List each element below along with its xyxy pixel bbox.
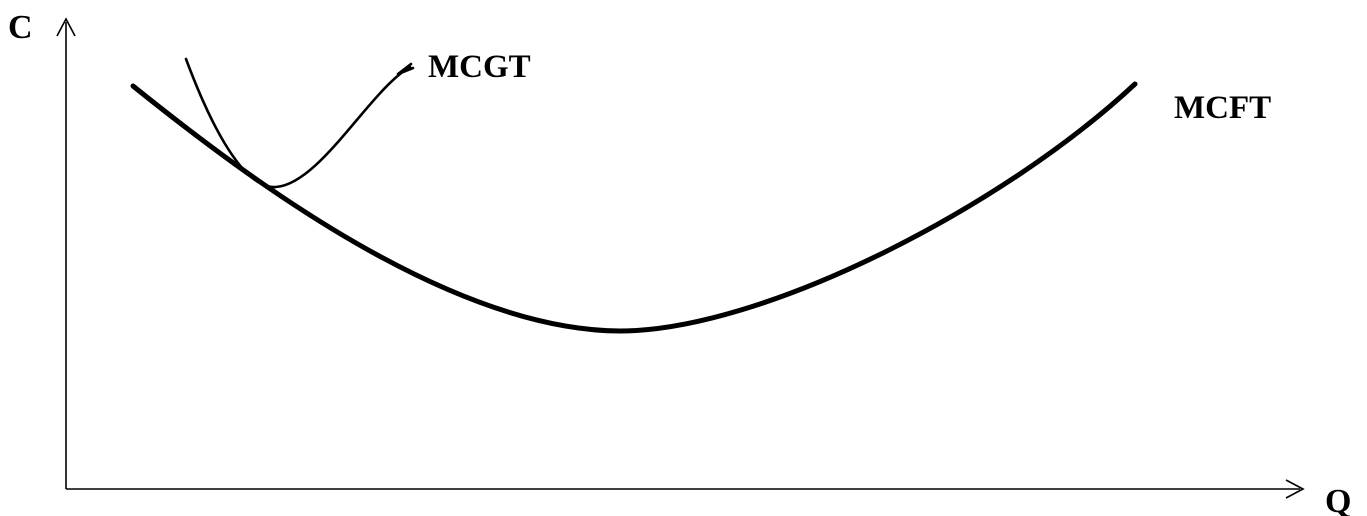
mcgt-curve-end-mark: [396, 62, 415, 76]
x-axis-arrow-icon: [1285, 479, 1305, 499]
y-axis: C: [8, 9, 76, 489]
mcgt-label: MCGT: [428, 49, 531, 85]
mcgt-curve-group: MCGT: [184, 49, 531, 189]
mcgt-curve: [184, 57, 412, 189]
y-axis-arrow-icon: [56, 17, 76, 37]
y-axis-label: C: [8, 9, 33, 46]
mcft-curve-group: MCFT: [130, 81, 1271, 334]
x-axis-label: Q: [1325, 483, 1351, 516]
x-axis: Q: [66, 479, 1351, 516]
mcft-label: MCFT: [1174, 90, 1271, 126]
mcft-curve: [130, 81, 1138, 334]
